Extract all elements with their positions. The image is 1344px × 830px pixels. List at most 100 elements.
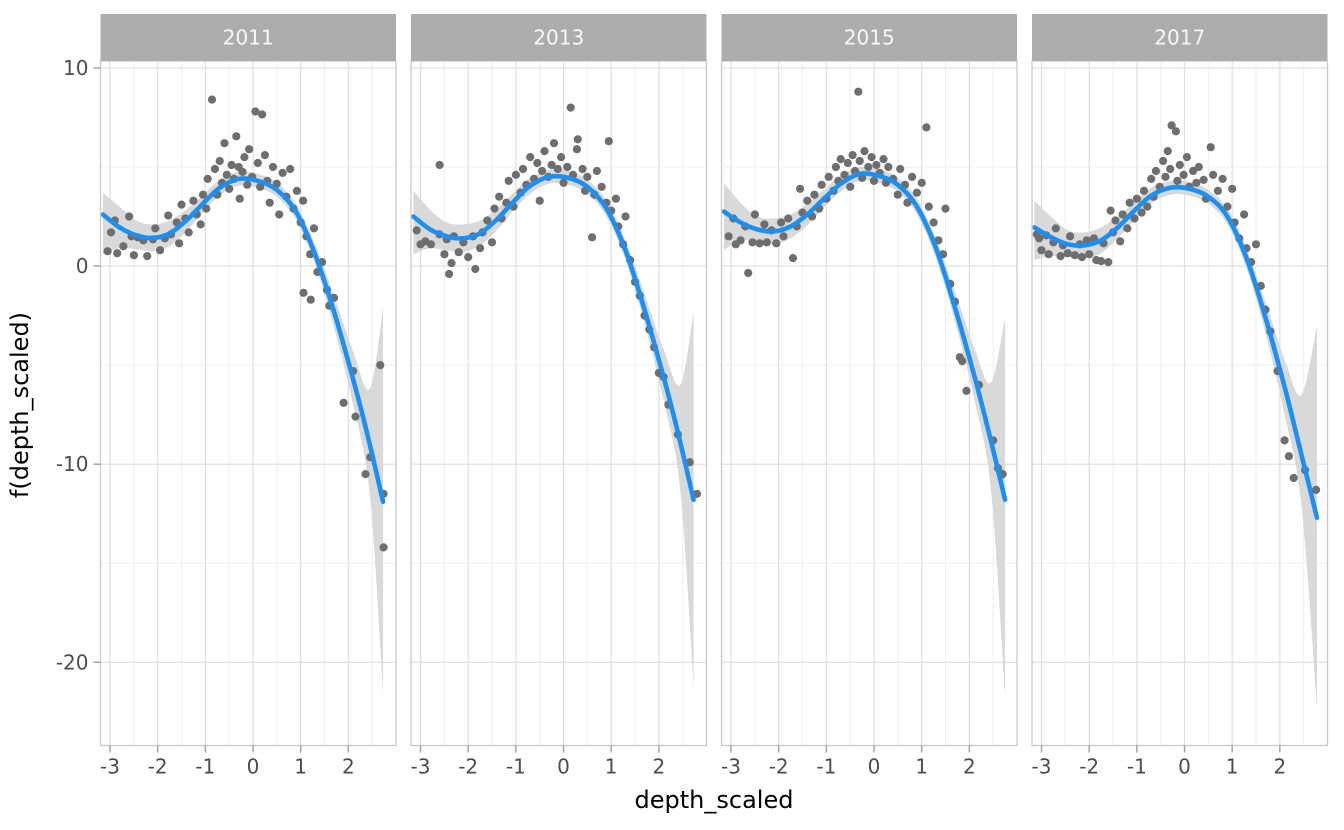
- data-point: [864, 162, 873, 172]
- x-tick-label: -1: [1127, 755, 1147, 779]
- data-point: [440, 250, 449, 259]
- x-tick-label: -2: [1079, 755, 1099, 779]
- data-point: [1035, 234, 1044, 243]
- data-point: [240, 153, 249, 162]
- data-point: [1289, 473, 1298, 483]
- data-point: [1063, 249, 1072, 258]
- x-tick-label: 1: [915, 755, 928, 779]
- data-point: [495, 192, 504, 201]
- data-point: [379, 543, 388, 552]
- data-point: [1163, 147, 1172, 156]
- data-point: [1125, 198, 1134, 207]
- x-tick-label: 0: [1178, 755, 1191, 779]
- facet-panel-2013: 2013 -3 -2 -1 0 1 2: [410, 14, 708, 779]
- data-point: [824, 172, 833, 181]
- data-point: [103, 247, 112, 256]
- data-point: [748, 238, 757, 247]
- data-point: [736, 236, 745, 245]
- facet-panel-2011: 2011 -3 -2 -1 0 1 2: [99, 14, 397, 779]
- data-point: [1118, 210, 1127, 219]
- data-point: [846, 182, 855, 191]
- data-point: [286, 164, 295, 174]
- data-point: [549, 139, 559, 148]
- y-tick-label: 0: [76, 254, 89, 278]
- data-point: [299, 196, 308, 205]
- data-point: [604, 137, 613, 146]
- x-tick-label: 2: [342, 755, 355, 779]
- x-tick-label: -3: [1032, 755, 1052, 779]
- data-point: [803, 196, 812, 205]
- data-point: [855, 156, 864, 166]
- data-point: [119, 242, 128, 251]
- data-point: [189, 196, 198, 205]
- data-point: [1104, 258, 1113, 267]
- data-point: [106, 228, 116, 237]
- data-point: [1179, 170, 1188, 179]
- data-point: [1044, 250, 1053, 259]
- data-point: [1139, 186, 1149, 195]
- x-tick-label: -2: [148, 755, 168, 779]
- data-point: [156, 246, 165, 255]
- data-point: [611, 194, 621, 203]
- data-point: [1066, 232, 1075, 241]
- x-tick-label: -1: [506, 755, 526, 779]
- data-point: [511, 170, 520, 179]
- data-point: [1137, 208, 1146, 217]
- data-point: [1037, 246, 1046, 255]
- data-point: [260, 151, 269, 160]
- x-tick-label: 0: [557, 755, 570, 779]
- panel-background: [100, 61, 396, 746]
- data-point: [1167, 121, 1176, 130]
- data-point: [151, 224, 160, 233]
- data-point: [1132, 194, 1141, 203]
- facet-strip: [721, 14, 1017, 61]
- data-point: [113, 249, 122, 258]
- data-point: [253, 158, 262, 168]
- data-point: [1284, 452, 1293, 461]
- data-point: [1173, 176, 1182, 185]
- data-point: [258, 110, 267, 119]
- confidence-ribbon: [102, 171, 384, 694]
- data-point: [339, 398, 348, 407]
- data-point: [476, 244, 485, 253]
- data-point: [744, 268, 753, 278]
- data-point: [198, 190, 208, 199]
- data-point: [893, 190, 902, 199]
- data-point: [454, 248, 463, 257]
- data-point: [225, 184, 234, 193]
- data-point: [1312, 485, 1321, 494]
- data-point: [1251, 240, 1261, 249]
- data-point: [1123, 224, 1132, 233]
- data-point: [796, 184, 805, 193]
- data-point: [1175, 160, 1184, 170]
- data-point: [831, 162, 841, 172]
- data-point: [278, 168, 287, 177]
- data-point: [268, 162, 278, 172]
- x-tick-label: -2: [769, 755, 789, 779]
- data-point: [621, 212, 630, 221]
- x-tick-label: 2: [1273, 755, 1286, 779]
- facet-strip: [100, 14, 396, 61]
- data-point: [220, 139, 229, 148]
- data-point: [1228, 184, 1237, 193]
- data-point: [210, 164, 219, 174]
- y-axis-title: f(depth_scaled): [6, 311, 34, 499]
- data-point: [760, 220, 769, 229]
- data-point: [202, 204, 211, 213]
- data-point: [129, 251, 138, 260]
- data-point: [243, 180, 252, 189]
- data-point: [908, 172, 917, 181]
- data-point: [1097, 257, 1106, 266]
- data-point: [1189, 166, 1198, 176]
- confidence-ribbon: [413, 169, 694, 688]
- facet-strip: [1032, 14, 1328, 61]
- data-point: [566, 103, 575, 112]
- data-point: [518, 164, 528, 174]
- data-point: [215, 156, 224, 166]
- data-point: [854, 87, 863, 96]
- data-point: [299, 288, 308, 297]
- data-point: [435, 160, 444, 170]
- facet-panel-2015: 2015 -3 -2 -1 0 1 2: [720, 14, 1018, 779]
- data-point: [1182, 153, 1191, 162]
- data-point: [177, 200, 186, 209]
